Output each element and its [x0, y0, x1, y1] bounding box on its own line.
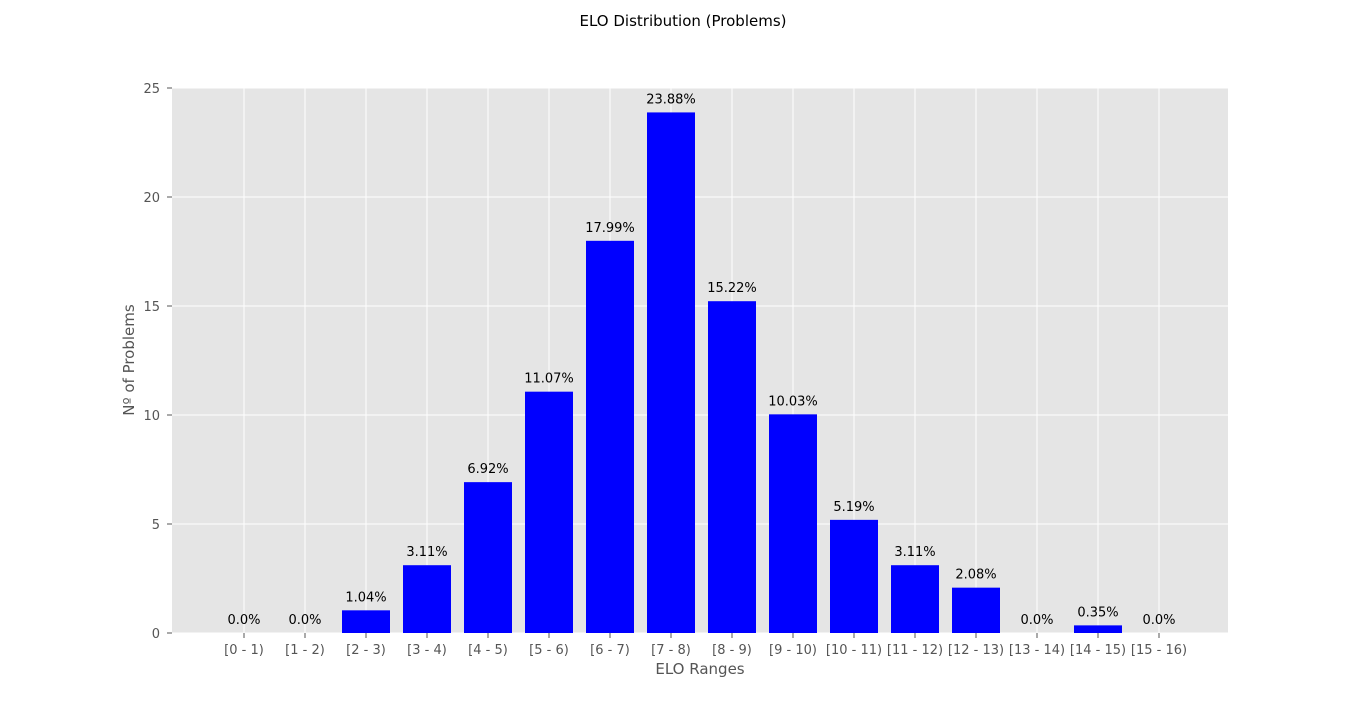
- bar: [586, 240, 634, 633]
- bar: [891, 565, 939, 633]
- x-axis-label: ELO Ranges: [655, 660, 744, 678]
- plot-area: [172, 88, 1228, 633]
- data-label: 0.0%: [288, 613, 321, 628]
- y-tick-label: 20: [143, 191, 160, 206]
- y-tick-label: 15: [143, 300, 160, 315]
- x-tick-label: [6 - 7): [590, 643, 630, 658]
- data-label: 15.22%: [707, 281, 757, 296]
- y-axis-label: Nº of Problems: [120, 304, 138, 416]
- data-label: 0.0%: [227, 613, 260, 628]
- data-label: 6.92%: [467, 462, 508, 477]
- x-tick-label: [4 - 5): [468, 643, 508, 658]
- x-tick-label: [0 - 1): [224, 643, 264, 658]
- data-label: 17.99%: [585, 221, 635, 236]
- data-labels: 0.0% 0.0% 1.04% 3.11% 6.92% 11.07% 17.99% 23.88…: [227, 92, 1175, 628]
- chart-title: ELO Distribution (Problems): [580, 12, 787, 30]
- x-tick-label: [7 - 8): [651, 643, 691, 658]
- x-tick-label: [3 - 4): [407, 643, 447, 658]
- bars: [342, 112, 1122, 633]
- bar: [342, 610, 390, 633]
- data-label: 23.88%: [646, 92, 696, 107]
- bar: [952, 587, 1000, 633]
- x-tick-label: [13 - 14): [1009, 643, 1065, 658]
- y-axis: 0 5 10 15 20 25: [143, 82, 172, 642]
- bar: [464, 482, 512, 633]
- x-tick-label: [8 - 9): [712, 643, 752, 658]
- data-label: 10.03%: [768, 394, 818, 409]
- y-tick-label: 0: [152, 627, 160, 642]
- x-tick-label: [12 - 13): [948, 643, 1004, 658]
- x-tick-label: [10 - 11): [826, 643, 882, 658]
- bar: [1074, 625, 1122, 633]
- bar: [769, 414, 817, 633]
- x-tick-label: [5 - 6): [529, 643, 569, 658]
- y-tick-label: 5: [152, 518, 160, 533]
- x-tick-label: [9 - 10): [769, 643, 817, 658]
- x-tick-label: [1 - 2): [285, 643, 325, 658]
- data-label: 3.11%: [406, 545, 447, 560]
- data-label: 1.04%: [345, 590, 386, 605]
- data-label: 0.35%: [1077, 605, 1118, 620]
- data-label: 0.0%: [1020, 613, 1053, 628]
- x-tick-label: [2 - 3): [346, 643, 386, 658]
- data-label: 5.19%: [833, 500, 874, 515]
- bar: [708, 301, 756, 633]
- data-label: 2.08%: [955, 568, 996, 583]
- bar: [403, 565, 451, 633]
- bar: [830, 519, 878, 633]
- data-label: 11.07%: [524, 372, 574, 387]
- data-label: 0.0%: [1142, 613, 1175, 628]
- y-tick-label: 10: [143, 409, 160, 424]
- x-tick-label: [14 - 15): [1070, 643, 1126, 658]
- x-axis: [0 - 1) [1 - 2) [2 - 3) [3 - 4) [4 - 5) [5 - …: [224, 633, 1187, 658]
- data-label: 3.11%: [894, 545, 935, 560]
- bar: [525, 391, 573, 633]
- x-tick-label: [11 - 12): [887, 643, 943, 658]
- y-tick-label: 25: [143, 82, 160, 97]
- bar: [647, 112, 695, 633]
- x-tick-label: [15 - 16): [1131, 643, 1187, 658]
